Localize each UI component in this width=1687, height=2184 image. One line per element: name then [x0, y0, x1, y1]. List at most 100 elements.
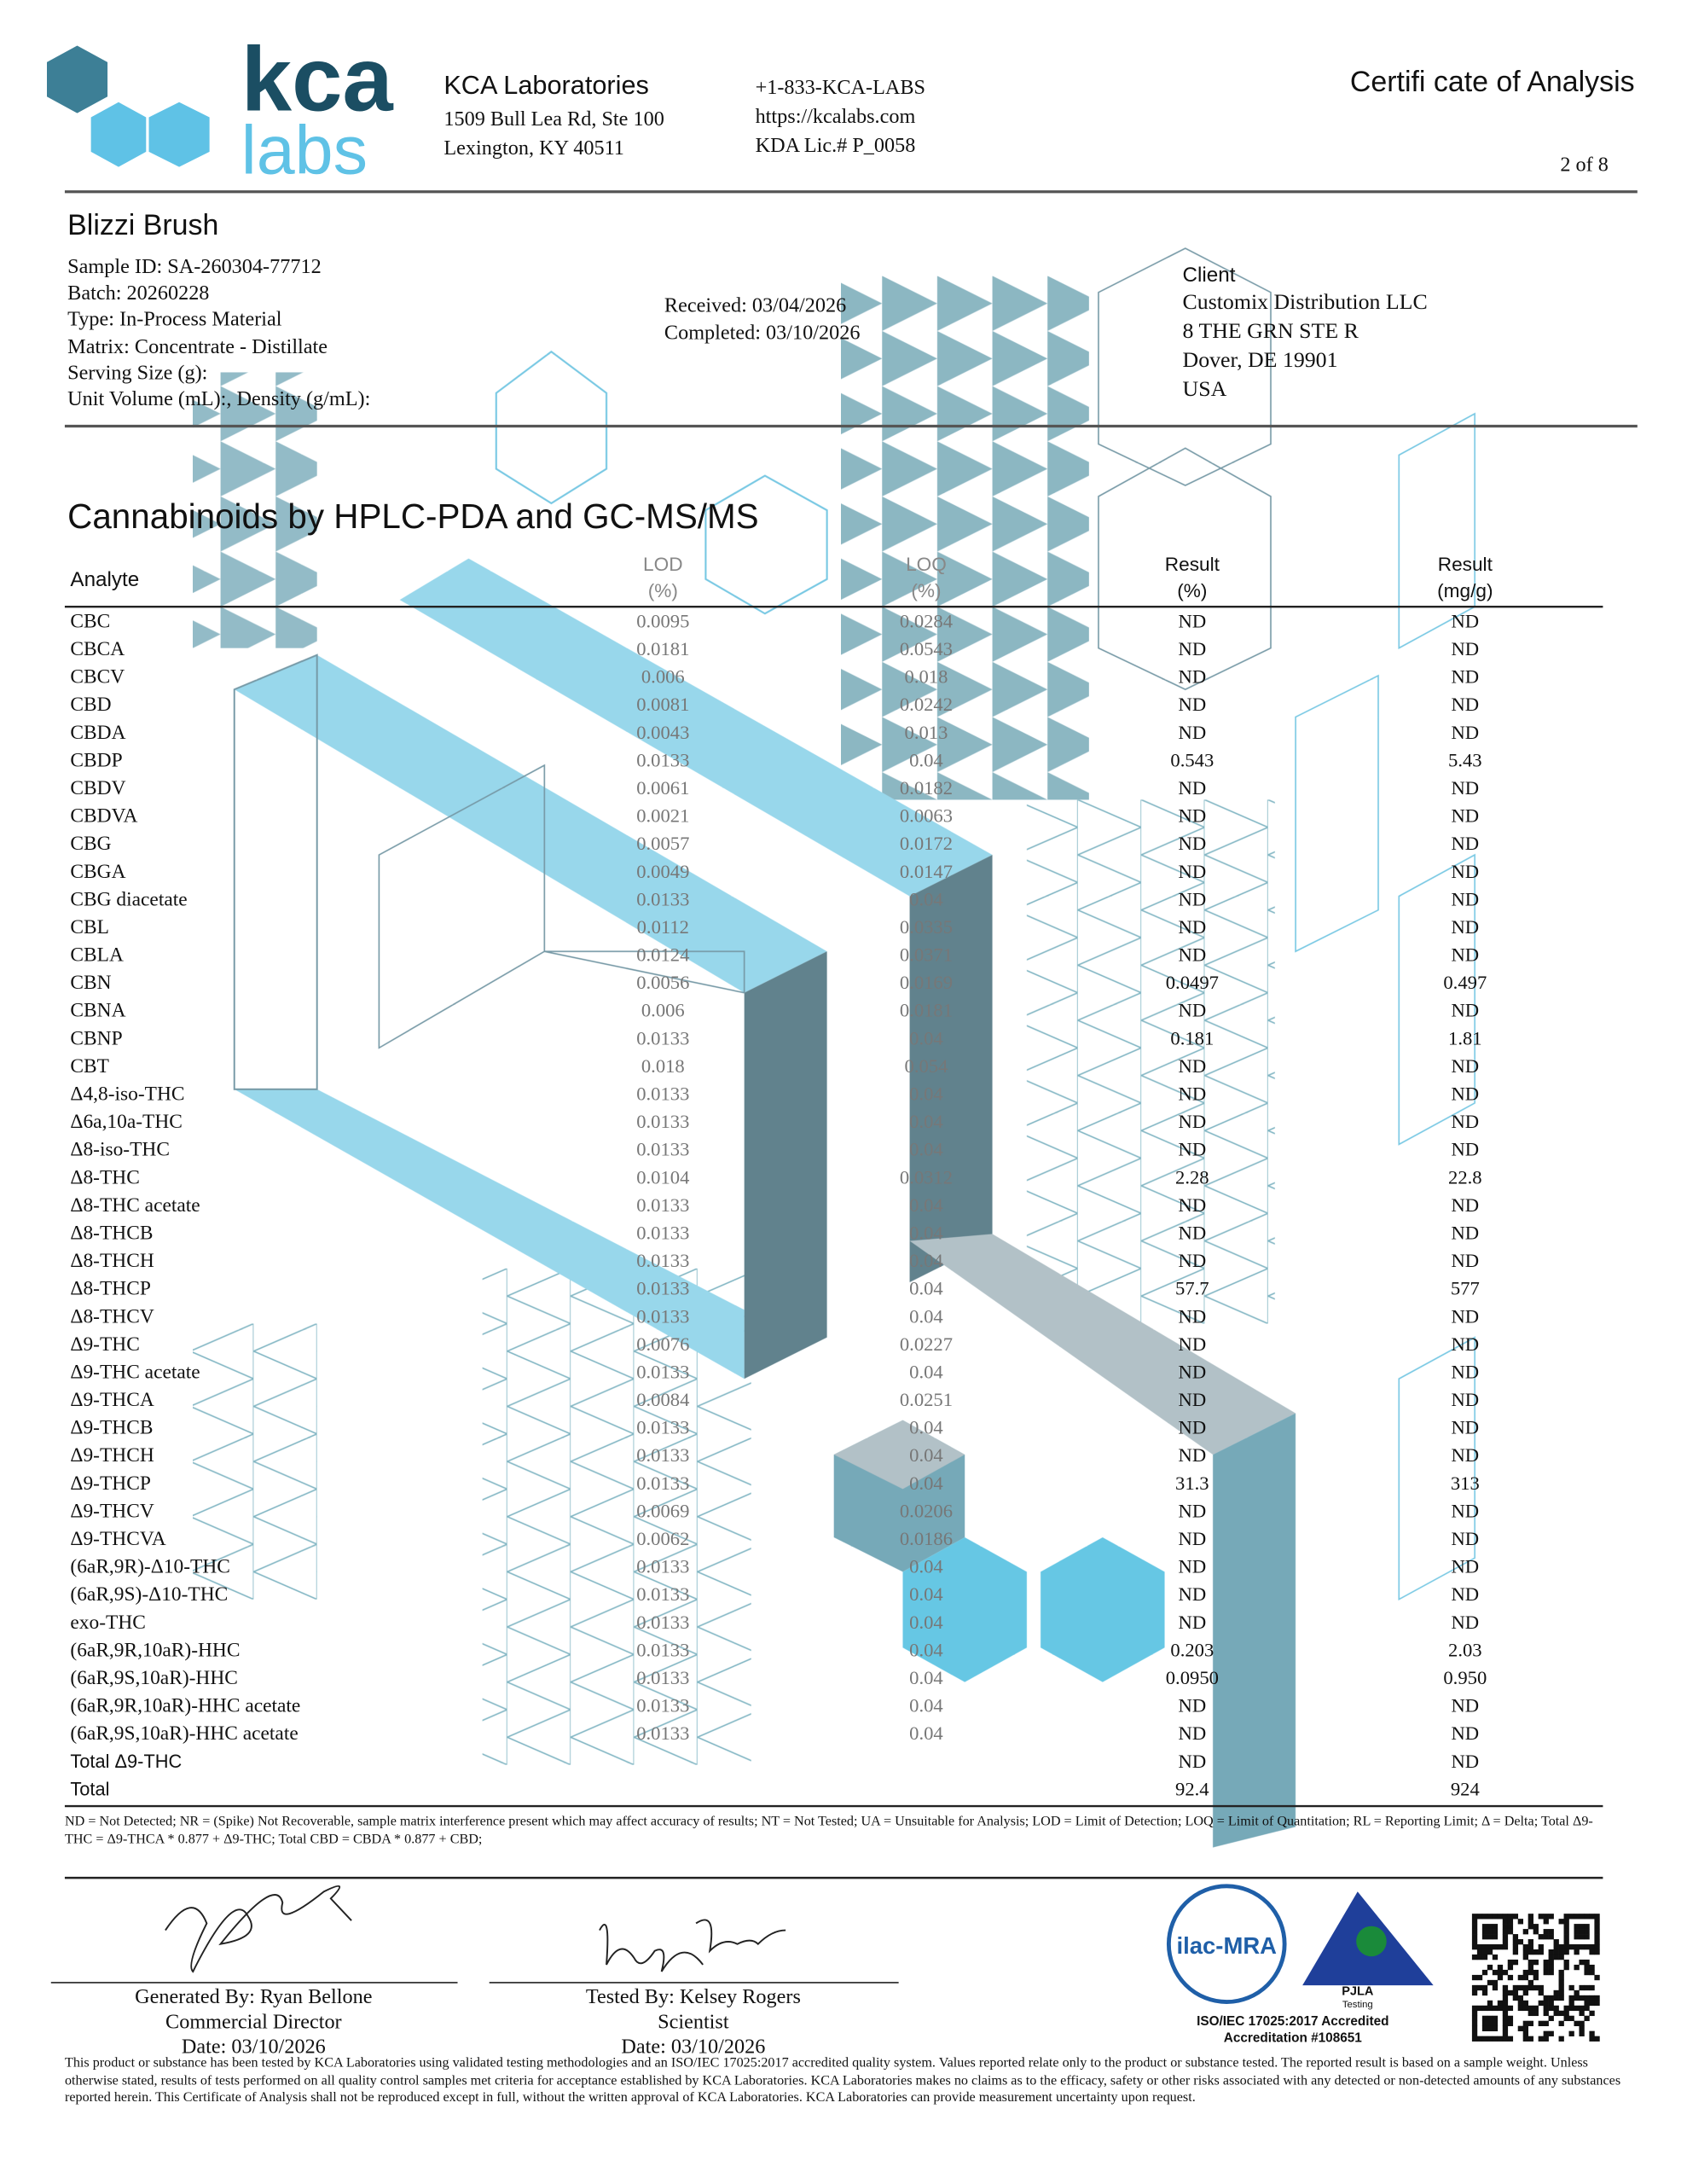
sample-field: Sample ID: SA-260304-77712: [67, 255, 322, 278]
pjla-testing: Testing: [1342, 2000, 1373, 2010]
qr-module: [1481, 1989, 1488, 1996]
cell-mg: 577: [1451, 1278, 1480, 1299]
col-header: LOD: [643, 554, 683, 575]
qr-module: [1522, 2005, 1528, 2012]
qr-module: [1487, 1979, 1493, 1986]
qr-module: [1528, 1984, 1533, 1991]
website: https://kcalabs.com: [756, 105, 916, 128]
qr-module: [1558, 1984, 1564, 1991]
cell-loq: 0.04: [909, 1556, 943, 1577]
qr-module: [1538, 1914, 1544, 1920]
qr-module: [1579, 2010, 1585, 2017]
sample-field: Serving Size (g):: [67, 362, 207, 385]
qr-module: [1553, 1995, 1559, 2001]
qr-module: [1563, 1919, 1569, 1925]
analyte: CBG: [70, 833, 111, 855]
qr-module: [1579, 1934, 1585, 1940]
disclaimer: This product or substance has been teste…: [65, 2056, 1620, 2106]
cell-lod: 0.0133: [636, 1305, 689, 1327]
cell-mg: ND: [1451, 1417, 1479, 1438]
qr-module: [1579, 1944, 1585, 1950]
analyte: Total: [70, 1778, 109, 1799]
cell-mg: ND: [1451, 1500, 1479, 1521]
col-header: LOQ: [906, 554, 947, 575]
cell-pct: 0.0497: [1166, 972, 1219, 993]
cell-mg: ND: [1451, 666, 1479, 688]
qr-module: [1476, 1984, 1483, 1991]
qr-module: [1533, 2010, 1539, 2017]
qr-module: [1579, 1914, 1585, 1920]
cell-loq: 0.04: [909, 888, 943, 909]
cell-mg: ND: [1451, 944, 1479, 966]
cell-pct: ND: [1179, 888, 1207, 909]
qr-module: [1548, 1949, 1554, 1955]
analyte: Δ9-THCVA: [70, 1528, 165, 1550]
qr-module: [1507, 2005, 1514, 2012]
qr-module: [1579, 1959, 1585, 1966]
qr-module: [1487, 1929, 1493, 1935]
qr-module: [1512, 1934, 1519, 1940]
qr-module: [1548, 1969, 1554, 1976]
qr-module: [1558, 1995, 1564, 2001]
qr-module: [1471, 1934, 1478, 1940]
qr-module: [1502, 2015, 1509, 2022]
qr-module: [1579, 1924, 1585, 1930]
qr-module: [1481, 1949, 1488, 1955]
cell-mg: ND: [1451, 1000, 1479, 1021]
analyte: Δ9-THC acetate: [70, 1361, 200, 1383]
qr-module: [1528, 1919, 1533, 1925]
cell-pct: ND: [1179, 1222, 1207, 1243]
cell-pct: ND: [1179, 1417, 1207, 1438]
cell-loq: 0.0371: [900, 944, 953, 966]
cell-mg: ND: [1451, 1055, 1479, 1077]
qr-module: [1522, 1974, 1528, 1981]
qr-module: [1497, 2036, 1504, 2042]
client-label: Client: [1183, 264, 1236, 287]
qr-module: [1517, 1939, 1524, 1945]
completed: Completed: 03/10/2026: [664, 322, 861, 345]
qr-module: [1528, 2010, 1533, 2017]
cell-pct: ND: [1179, 1751, 1207, 1772]
qr-module: [1502, 2030, 1509, 2036]
qr-module: [1594, 1995, 1600, 2001]
analyte: (6aR,9S)-Δ10-THC: [70, 1583, 228, 1606]
analyte: Δ8-THCH: [70, 1250, 154, 1272]
qr-module: [1522, 1954, 1528, 1960]
analyte: CBT: [70, 1055, 109, 1077]
qr-module: [1589, 1969, 1595, 1976]
qr-module: [1548, 2000, 1554, 2007]
cell-mg: ND: [1451, 1722, 1479, 1744]
cell-mg: ND: [1451, 777, 1479, 799]
col-header: (%): [911, 580, 941, 601]
cell-mg: ND: [1451, 1139, 1479, 1160]
qr-module: [1481, 2020, 1488, 2027]
qr-module: [1543, 1964, 1549, 1971]
qr-module: [1507, 2020, 1514, 2027]
cell-mg: ND: [1451, 888, 1479, 909]
qr-module: [1471, 2020, 1478, 2027]
qr-module: [1558, 2036, 1564, 2042]
cell-lod: 0.0133: [636, 1111, 689, 1132]
qr-module: [1502, 2005, 1509, 2012]
analyte: Δ9-THC: [70, 1333, 139, 1356]
company: KCA Laboratories: [443, 70, 649, 100]
cell-mg: ND: [1451, 916, 1479, 938]
qr-module: [1492, 1929, 1499, 1935]
qr-module: [1522, 1944, 1528, 1950]
qr-module: [1507, 1919, 1514, 1925]
analyte: CBN: [70, 972, 111, 994]
cell-loq: 0.04: [909, 1639, 943, 1660]
client-field: USA: [1183, 376, 1227, 401]
analyte: CBD: [70, 694, 111, 716]
qr-module: [1533, 1924, 1539, 1930]
cell-lod: 0.0133: [636, 1027, 689, 1048]
cell-pct: ND: [1179, 1612, 1207, 1633]
cell-lod: 0.0133: [636, 1695, 689, 1716]
qr-module: [1528, 1959, 1533, 1966]
cell-pct: ND: [1179, 1389, 1207, 1410]
qr-module: [1568, 1995, 1574, 2001]
qr-module: [1548, 2030, 1554, 2036]
cell-pct: ND: [1179, 944, 1207, 966]
qr-module: [1476, 1954, 1483, 1960]
